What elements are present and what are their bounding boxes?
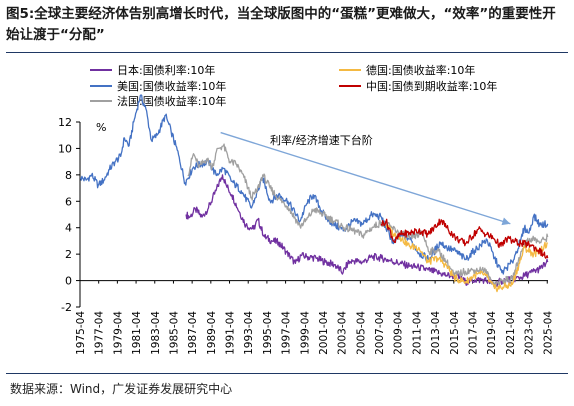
footer-divider — [6, 373, 568, 374]
y-axis-unit: % — [96, 121, 106, 134]
x-tick-label: 1977-04 — [94, 311, 106, 355]
x-tick-label: 1997-04 — [281, 311, 293, 355]
series-line — [385, 224, 549, 293]
legend-label: 日本:国债利率:10年 — [117, 63, 215, 77]
series-line — [185, 174, 549, 287]
source-note: 数据来源：Wind，广发证券发展研究中心 — [10, 382, 233, 396]
x-tick-label: 2015-04 — [449, 311, 461, 355]
x-tick-label: 2003-04 — [337, 311, 349, 355]
y-tick-label: 10 — [58, 142, 72, 155]
y-tick-label: 8 — [65, 169, 72, 182]
x-tick-label: 1993-04 — [243, 311, 255, 355]
annotation-layer: 利率/经济增速下台阶 — [220, 131, 511, 226]
x-tick-label: 1987-04 — [187, 311, 199, 355]
figure-title: 图5:全球主要经济体告别高增长时代，当全球版图中的“蛋糕”更难做大，“效率”的重… — [6, 4, 568, 46]
y-tick-label: 0 — [65, 275, 72, 288]
series-layer — [79, 94, 549, 293]
x-tick-label: 2021-04 — [505, 311, 517, 355]
x-tick-label: 1981-04 — [131, 311, 143, 355]
x-tick-label: 2005-04 — [355, 311, 367, 355]
y-tick-label: 2 — [65, 248, 72, 261]
x-tick-label: 1999-04 — [299, 311, 311, 355]
x-tick-label: 2011-04 — [411, 311, 423, 355]
figure-title-text: 全球主要经济体告别高增长时代，当全球版图中的“蛋糕”更难做大，“效率”的重要性开… — [6, 6, 556, 43]
annotation-text: 利率/经济增速下台阶 — [270, 133, 373, 147]
axes: -2 0 2 4 6 8 10 12 % 1975-04 1977-04 1979-04 1981-04… — [58, 116, 554, 355]
legend-label: 德国:国债收益率:10年 — [366, 63, 475, 77]
x-tick-label: 1985-04 — [168, 311, 180, 355]
x-tick-label: 1989-04 — [206, 311, 218, 355]
y-tick-label: 6 — [65, 195, 72, 208]
x-tick-label: 2007-04 — [374, 311, 386, 355]
x-tick-label: 2025-04 — [542, 311, 554, 355]
annotation-arrow — [220, 131, 511, 225]
x-tick-label: 2019-04 — [486, 311, 498, 355]
x-tick-label: 2009-04 — [393, 311, 405, 355]
x-tick-label: 1995-04 — [262, 311, 274, 355]
legend-label: 美国:国债收益率:10年 — [117, 79, 226, 93]
figure-label: 图5: — [6, 6, 35, 22]
series-line — [187, 143, 549, 288]
x-tick-label: 1975-04 — [75, 311, 87, 355]
x-tick-label: 2001-04 — [318, 311, 330, 355]
y-tick-label: -2 — [61, 301, 72, 314]
annotation-arrowhead — [501, 217, 511, 226]
series-line — [79, 94, 549, 275]
x-tick-label: 2017-04 — [467, 311, 479, 355]
title-divider — [6, 52, 568, 53]
y-tick-label: 12 — [58, 116, 72, 129]
x-tick-label: 1979-04 — [112, 311, 124, 355]
x-tick-label: 2023-04 — [524, 311, 536, 355]
legend-label: 中国:国债到期收益率:10年 — [366, 79, 497, 93]
y-tick-label: 4 — [65, 222, 72, 235]
x-tick-label: 2013-04 — [430, 311, 442, 355]
x-tick-label: 1983-04 — [150, 311, 162, 355]
series-line — [380, 218, 549, 259]
legend-label: 法国:国债收益率:10年 — [117, 94, 226, 108]
x-tick-label: 1991-04 — [225, 311, 237, 355]
